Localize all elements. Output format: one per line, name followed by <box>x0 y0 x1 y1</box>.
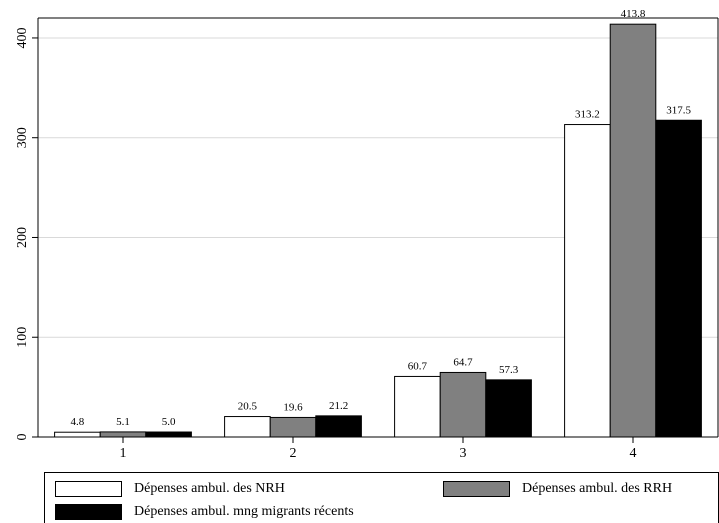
legend-item-migrants: Dépenses ambul. mng migrants récents <box>55 501 354 523</box>
legend-swatch-migrants <box>55 504 122 520</box>
legend-item-nrh: Dépenses ambul. des NRH <box>55 478 285 500</box>
legend-swatch-rrh <box>443 481 510 497</box>
data-label: 313.2 <box>575 109 600 121</box>
y-tick-label: 400 <box>15 27 30 48</box>
bar <box>655 119 702 438</box>
x-tick-label: 4 <box>630 446 637 461</box>
data-label: 413.8 <box>621 8 646 20</box>
bar <box>54 431 101 438</box>
bar <box>609 23 657 438</box>
bar <box>224 416 271 438</box>
y-tick-label: 100 <box>15 327 30 348</box>
legend-label-migrants: Dépenses ambul. mng migrants récents <box>134 504 354 519</box>
data-label: 4.8 <box>71 416 85 428</box>
bar <box>269 416 317 438</box>
data-label: 5.1 <box>116 416 130 428</box>
bars <box>54 23 702 438</box>
bar <box>315 415 362 438</box>
bar <box>145 431 192 438</box>
bar <box>485 379 532 438</box>
y-tick-label: 300 <box>15 127 30 148</box>
axes: 0 100 200 300 400 1 2 3 4 <box>15 17 719 461</box>
data-label: 64.7 <box>453 356 473 368</box>
y-tick-label: 0 <box>15 434 30 441</box>
bar <box>564 124 611 438</box>
data-label: 317.5 <box>666 104 691 116</box>
legend: Dépenses ambul. des NRH Dépenses ambul. … <box>44 472 719 523</box>
legend-swatch-nrh <box>55 481 122 497</box>
data-label: 21.2 <box>329 400 348 412</box>
bar <box>394 375 441 438</box>
x-tick-label: 2 <box>290 446 297 461</box>
value-labels: 4.8 5.1 5.0 20.5 19.6 21.2 60.7 64.7 57.3 313.2 41… <box>71 8 692 428</box>
bar <box>439 371 487 438</box>
data-label: 19.6 <box>283 401 303 413</box>
data-label: 5.0 <box>162 416 176 428</box>
legend-label-nrh: Dépenses ambul. des NRH <box>134 481 285 496</box>
data-label: 20.5 <box>238 401 258 413</box>
x-tick-label: 1 <box>120 446 127 461</box>
legend-label-rrh: Dépenses ambul. des RRH <box>522 481 673 496</box>
legend-item-rrh: Dépenses ambul. des RRH <box>443 478 672 500</box>
data-label: 57.3 <box>499 364 519 376</box>
bar <box>99 431 147 438</box>
y-tick-label: 200 <box>15 227 30 248</box>
data-label: 60.7 <box>408 360 428 372</box>
x-tick-label: 3 <box>460 446 467 461</box>
